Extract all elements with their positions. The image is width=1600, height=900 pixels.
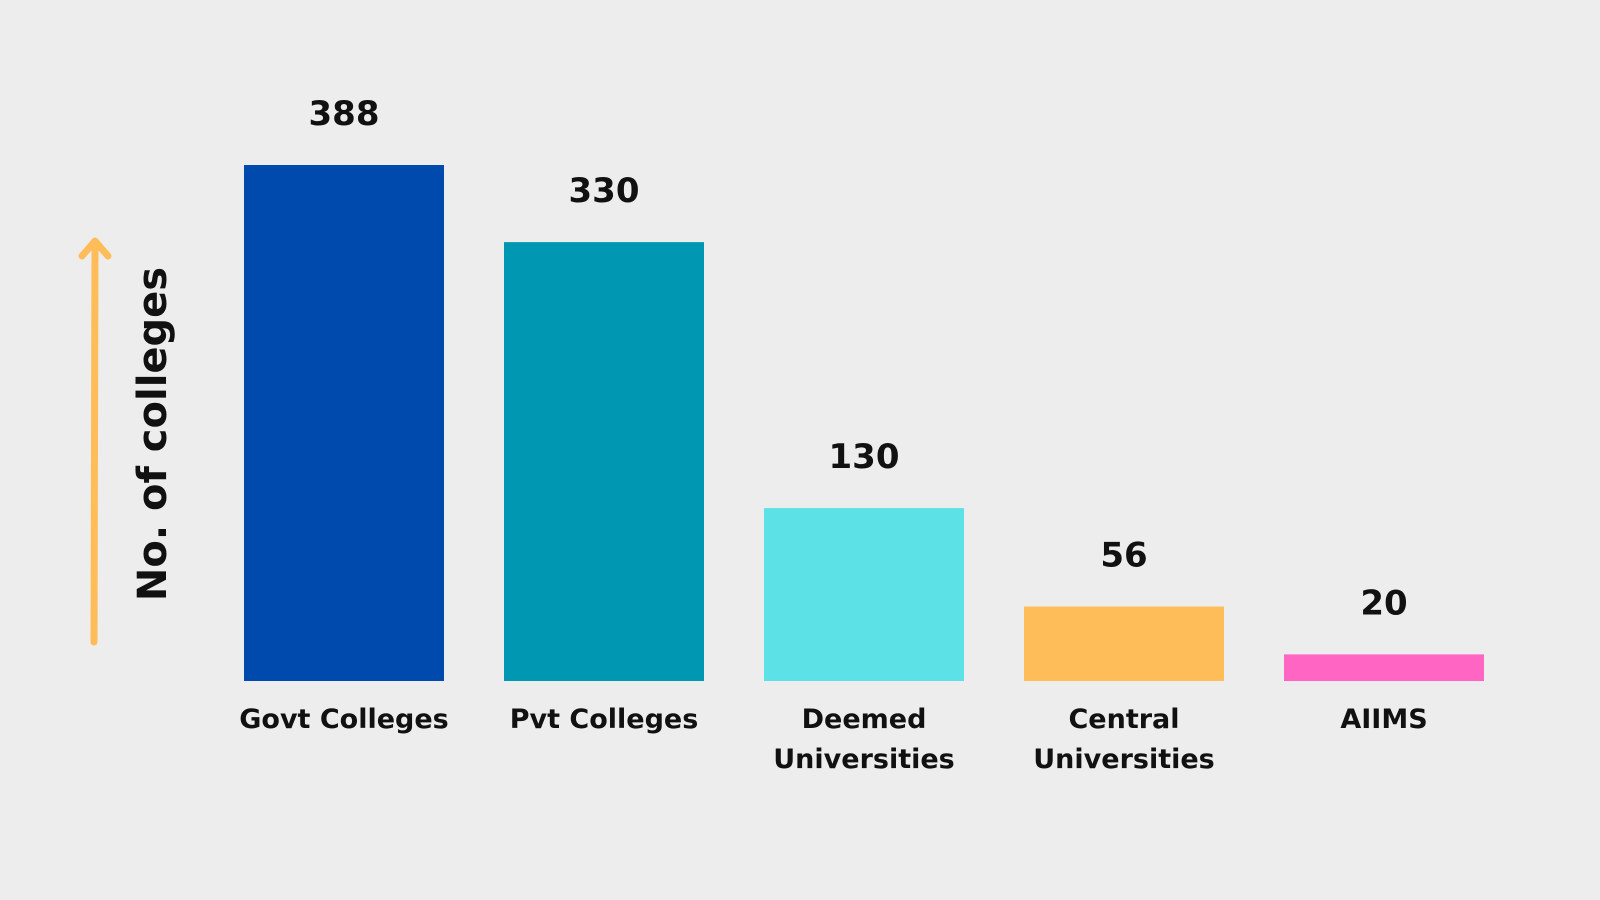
x-tick-label: Pvt Colleges: [509, 704, 699, 735]
value-label: 330: [569, 171, 640, 211]
axis-arrow-head: [78, 237, 112, 260]
value-label: 56: [1100, 536, 1147, 576]
x-tick-label: Deemed Universities: [773, 704, 955, 775]
value-label: 130: [829, 437, 900, 477]
bar: [1284, 654, 1484, 681]
value-label: 20: [1360, 583, 1407, 623]
y-axis-label: No. of colleges: [130, 267, 176, 601]
axis-arrow: [90, 240, 99, 646]
x-tick-label: Govt Colleges: [239, 704, 449, 735]
value-label: 388: [309, 94, 380, 134]
bar: [244, 165, 444, 681]
x-tick-label: AIIMS: [1340, 704, 1428, 735]
bar: [764, 508, 964, 681]
x-tick-label: Central Universities: [1033, 704, 1215, 775]
bar: [504, 242, 704, 681]
bar: [1024, 606, 1224, 681]
